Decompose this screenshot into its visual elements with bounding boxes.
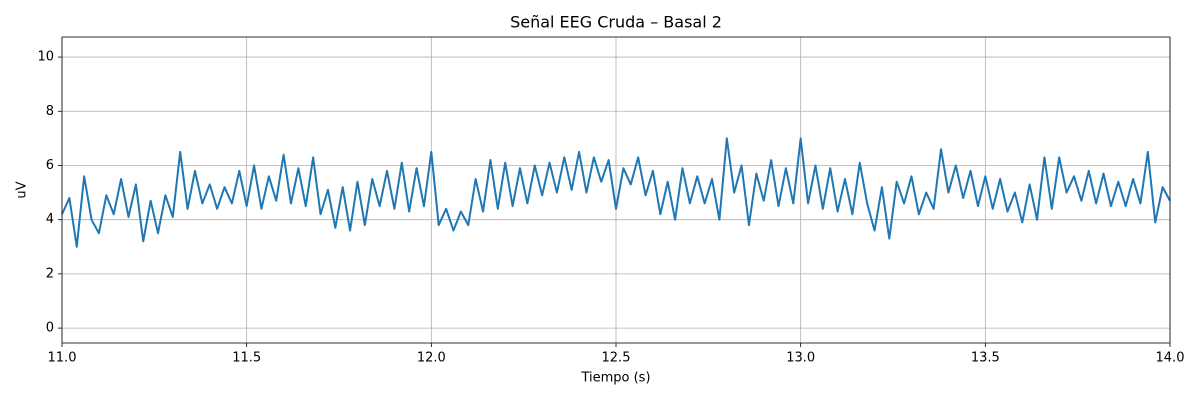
x-tick-label: 13.5	[971, 351, 1000, 366]
x-tick-label: 11.0	[48, 351, 77, 366]
x-tick-label: 12.0	[417, 351, 446, 366]
y-tick-label: 6	[46, 158, 54, 173]
y-tick-label: 0	[46, 321, 54, 336]
x-axis-label: Tiempo (s)	[580, 371, 650, 386]
y-tick-label: 10	[37, 50, 54, 65]
y-tick-label: 2	[46, 266, 54, 281]
x-tick-label: 11.5	[232, 351, 261, 366]
y-tick-label: 4	[46, 212, 54, 227]
chart-title: Señal EEG Cruda – Basal 2	[510, 13, 722, 32]
y-tick-label: 8	[46, 104, 54, 119]
x-tick-label: 13.0	[786, 351, 815, 366]
y-axis-label: uV	[15, 181, 30, 198]
plot-frame	[61, 36, 1171, 344]
signal-line	[61, 137, 1171, 248]
x-tick-label: 12.5	[602, 351, 631, 366]
x-tick-label: 14.0	[1156, 351, 1185, 366]
